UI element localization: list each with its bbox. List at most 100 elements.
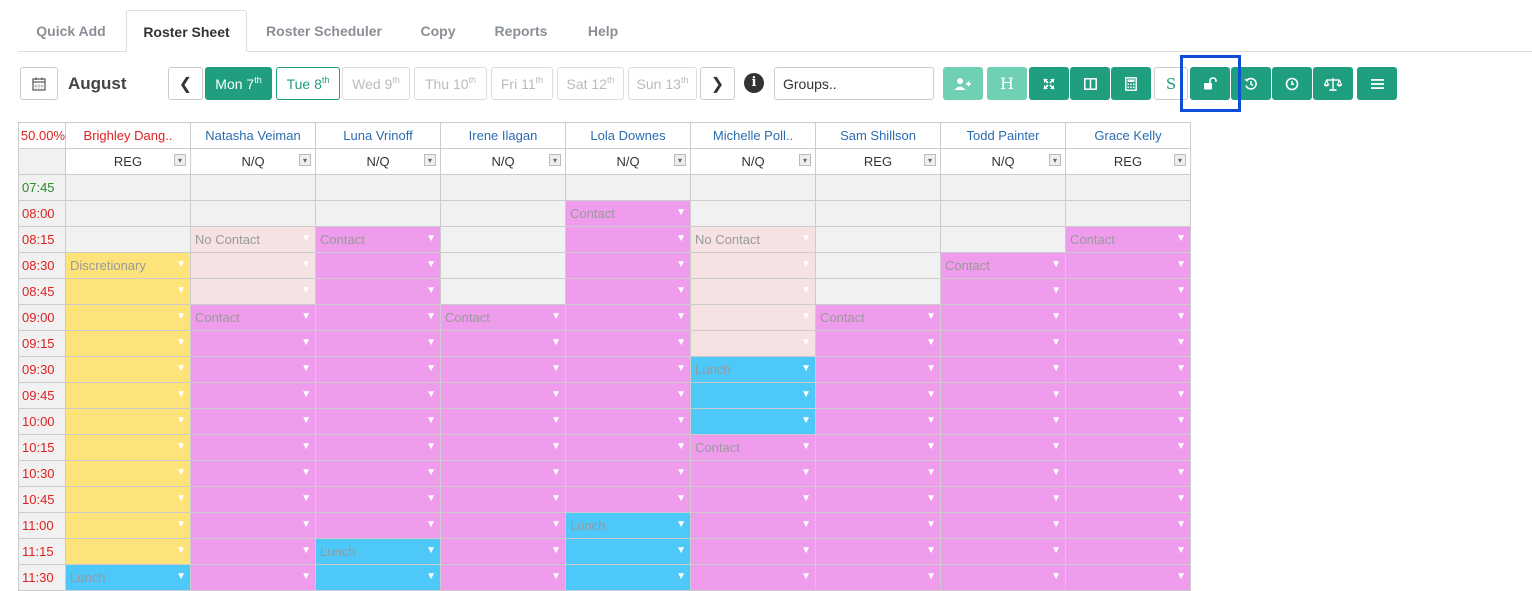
roster-cell[interactable]: ▼ bbox=[440, 408, 566, 435]
roster-cell[interactable]: ▼ bbox=[1065, 278, 1191, 305]
roster-cell[interactable]: ▼ bbox=[815, 512, 941, 539]
staff-type-select[interactable]: N/Q ▾ bbox=[690, 148, 816, 175]
dropdown-arrow-icon[interactable]: ▼ bbox=[676, 285, 686, 296]
roster-cell[interactable]: ▼ bbox=[940, 304, 1066, 331]
dropdown-arrow-icon[interactable]: ▼ bbox=[676, 467, 686, 478]
roster-cell[interactable]: ▼ bbox=[315, 564, 441, 591]
dropdown-arrow-icon[interactable]: ▼ bbox=[301, 571, 311, 582]
roster-cell[interactable]: ▼ bbox=[690, 304, 816, 331]
dropdown-arrow-icon[interactable]: ▼ bbox=[676, 389, 686, 400]
staff-type-select[interactable]: N/Q ▾ bbox=[440, 148, 566, 175]
roster-cell[interactable]: ▼ bbox=[315, 330, 441, 357]
dropdown-arrow-icon[interactable]: ▼ bbox=[426, 545, 436, 556]
dropdown-arrow-icon[interactable]: ▼ bbox=[801, 467, 811, 478]
roster-cell[interactable]: Contact ▼ bbox=[815, 304, 941, 331]
roster-cell[interactable]: ▼ bbox=[940, 486, 1066, 513]
roster-cell[interactable]: ▼ bbox=[940, 460, 1066, 487]
roster-cell[interactable] bbox=[440, 226, 566, 253]
roster-cell[interactable]: ▼ bbox=[440, 434, 566, 461]
roster-cell[interactable]: ▼ bbox=[1065, 564, 1191, 591]
roster-cell[interactable]: ▼ bbox=[1065, 382, 1191, 409]
roster-cell[interactable]: Contact ▼ bbox=[440, 304, 566, 331]
roster-cell[interactable]: ▼ bbox=[440, 538, 566, 565]
roster-cell[interactable]: ▼ bbox=[65, 538, 191, 565]
roster-cell[interactable]: ▼ bbox=[815, 408, 941, 435]
dropdown-arrow-icon[interactable]: ▼ bbox=[926, 545, 936, 556]
holiday-button[interactable]: H bbox=[987, 67, 1027, 100]
dropdown-arrow-icon[interactable]: ▼ bbox=[676, 337, 686, 348]
staff-type-select[interactable]: N/Q ▾ bbox=[565, 148, 691, 175]
roster-cell[interactable]: ▼ bbox=[315, 460, 441, 487]
dropdown-arrow-icon[interactable]: ▼ bbox=[301, 441, 311, 452]
dropdown-arrow-icon[interactable]: ▼ bbox=[301, 493, 311, 504]
roster-cell[interactable]: ▼ bbox=[1065, 460, 1191, 487]
roster-cell[interactable]: ▼ bbox=[690, 564, 816, 591]
dropdown-arrow-icon[interactable]: ▼ bbox=[301, 415, 311, 426]
dropdown-arrow-icon[interactable]: ▼ bbox=[676, 363, 686, 374]
staff-type-select[interactable]: N/Q ▾ bbox=[190, 148, 316, 175]
dropdown-arrow-icon[interactable]: ▼ bbox=[551, 467, 561, 478]
dropdown-arrow-icon[interactable]: ▼ bbox=[176, 441, 186, 452]
dropdown-arrow-icon[interactable]: ▼ bbox=[926, 337, 936, 348]
roster-cell[interactable]: ▼ bbox=[65, 460, 191, 487]
menu-button[interactable] bbox=[1357, 67, 1397, 100]
roster-cell[interactable]: ▼ bbox=[315, 356, 441, 383]
dropdown-arrow-icon[interactable]: ▼ bbox=[551, 493, 561, 504]
roster-cell[interactable]: ▼ bbox=[190, 538, 316, 565]
roster-cell[interactable]: ▼ bbox=[190, 564, 316, 591]
staff-name-header[interactable]: Lola Downes bbox=[565, 122, 691, 149]
staff-name-header[interactable]: Natasha Veiman bbox=[190, 122, 316, 149]
staff-name-header[interactable]: Brighley Dang.. bbox=[65, 122, 191, 149]
roster-cell[interactable]: Lunch ▼ bbox=[565, 512, 691, 539]
dropdown-arrow-icon[interactable]: ▼ bbox=[676, 519, 686, 530]
roster-cell[interactable]: ▼ bbox=[565, 330, 691, 357]
roster-cell[interactable]: ▼ bbox=[1065, 512, 1191, 539]
dropdown-arrow-icon[interactable]: ▼ bbox=[1051, 363, 1061, 374]
dropdown-arrow-icon[interactable]: ▼ bbox=[1051, 571, 1061, 582]
roster-cell[interactable]: ▼ bbox=[190, 486, 316, 513]
roster-cell[interactable] bbox=[315, 200, 441, 227]
next-day-button[interactable]: ❯ bbox=[700, 67, 735, 100]
dropdown-arrow-icon[interactable]: ▼ bbox=[1176, 311, 1186, 322]
roster-cell[interactable]: ▼ bbox=[65, 434, 191, 461]
roster-cell[interactable]: ▼ bbox=[815, 356, 941, 383]
roster-cell[interactable]: ▼ bbox=[815, 486, 941, 513]
dropdown-arrow-icon[interactable]: ▼ bbox=[676, 493, 686, 504]
roster-cell[interactable]: ▼ bbox=[1065, 356, 1191, 383]
roster-cell[interactable] bbox=[565, 174, 691, 201]
roster-cell[interactable]: ▼ bbox=[315, 278, 441, 305]
roster-cell[interactable]: ▼ bbox=[315, 512, 441, 539]
dropdown-arrow-icon[interactable]: ▼ bbox=[1176, 571, 1186, 582]
dropdown-arrow-icon[interactable]: ▼ bbox=[1051, 337, 1061, 348]
roster-cell[interactable] bbox=[815, 174, 941, 201]
roster-cell[interactable]: No Contact ▼ bbox=[690, 226, 816, 253]
dropdown-arrow-icon[interactable]: ▼ bbox=[1176, 415, 1186, 426]
roster-cell[interactable]: ▼ bbox=[190, 382, 316, 409]
roster-cell[interactable] bbox=[190, 174, 316, 201]
dropdown-arrow-icon[interactable]: ▼ bbox=[426, 571, 436, 582]
roster-cell[interactable] bbox=[1065, 174, 1191, 201]
dropdown-arrow-icon[interactable]: ▼ bbox=[426, 467, 436, 478]
roster-cell[interactable]: ▼ bbox=[315, 304, 441, 331]
roster-cell[interactable]: ▼ bbox=[815, 382, 941, 409]
staff-type-select[interactable]: REG ▾ bbox=[1065, 148, 1191, 175]
roster-cell[interactable]: ▼ bbox=[940, 512, 1066, 539]
roster-cell[interactable]: Lunch ▼ bbox=[65, 564, 191, 591]
dropdown-arrow-icon[interactable]: ▼ bbox=[301, 259, 311, 270]
staff-name-header[interactable]: Grace Kelly bbox=[1065, 122, 1191, 149]
dropdown-arrow-icon[interactable]: ▼ bbox=[801, 415, 811, 426]
dropdown-arrow-icon[interactable]: ▼ bbox=[801, 493, 811, 504]
roster-cell[interactable]: ▼ bbox=[65, 486, 191, 513]
dropdown-arrow-icon[interactable]: ▼ bbox=[1176, 363, 1186, 374]
staff-name-header[interactable]: Sam Shillson bbox=[815, 122, 941, 149]
dropdown-arrow-icon[interactable]: ▼ bbox=[676, 441, 686, 452]
roster-cell[interactable] bbox=[65, 200, 191, 227]
dropdown-arrow-icon[interactable]: ▼ bbox=[426, 415, 436, 426]
dropdown-arrow-icon[interactable]: ▼ bbox=[1176, 519, 1186, 530]
dropdown-arrow-icon[interactable]: ▾ bbox=[299, 154, 311, 166]
balance-button[interactable] bbox=[1313, 67, 1353, 100]
roster-cell[interactable]: ▼ bbox=[65, 304, 191, 331]
roster-cell[interactable]: ▼ bbox=[440, 512, 566, 539]
